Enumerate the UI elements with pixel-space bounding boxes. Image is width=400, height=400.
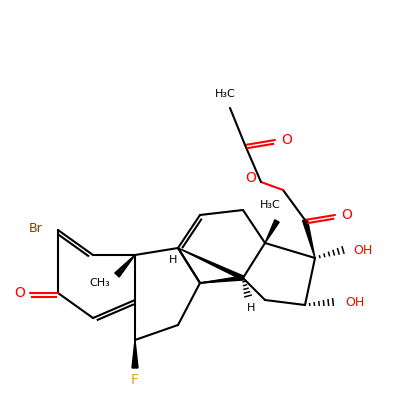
Text: O: O xyxy=(282,133,292,147)
Text: H: H xyxy=(247,303,255,313)
Text: OH: OH xyxy=(353,244,373,256)
Text: CH₃: CH₃ xyxy=(90,278,110,288)
Text: H₃C: H₃C xyxy=(215,89,235,99)
Polygon shape xyxy=(200,276,243,283)
Text: O: O xyxy=(246,171,256,185)
Text: O: O xyxy=(14,286,26,300)
Text: H: H xyxy=(169,255,177,265)
Text: Br: Br xyxy=(29,222,43,234)
Text: H₃C: H₃C xyxy=(260,200,280,210)
Polygon shape xyxy=(115,255,135,277)
Polygon shape xyxy=(302,219,315,258)
Polygon shape xyxy=(178,248,244,280)
Text: OH: OH xyxy=(345,296,365,308)
Polygon shape xyxy=(132,340,138,368)
Polygon shape xyxy=(265,220,279,243)
Text: O: O xyxy=(342,208,352,222)
Text: F: F xyxy=(131,373,139,387)
